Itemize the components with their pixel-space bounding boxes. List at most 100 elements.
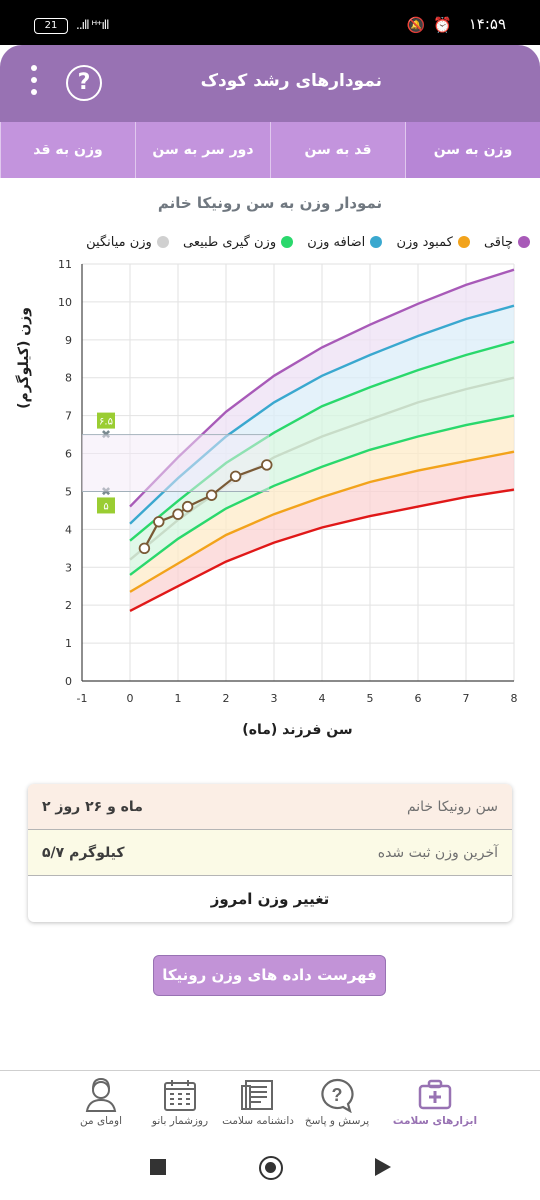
legend-label: وزن گیری طبیعی — [182, 235, 277, 250]
legend-item: وزن گیری طبیعی — [182, 235, 294, 250]
x-tick-label: 0 — [127, 692, 134, 705]
child-weight-point — [205, 489, 218, 501]
legend-item: کمبود وزن — [396, 235, 470, 250]
legend-item: چاقی — [484, 235, 530, 250]
weight-value: ۵/۷ کیلوگرم — [42, 844, 125, 861]
series-line — [129, 414, 515, 576]
legend-label: اضافه وزن — [307, 235, 366, 250]
chart-title: نمودار وزن به سن رونیکا خانم — [157, 194, 383, 212]
band-fill — [130, 377, 514, 575]
nav-label: ابزارهای سلامت — [392, 1115, 478, 1127]
nav-label: پرسش و پاسخ — [304, 1115, 370, 1127]
change-weight-button[interactable]: تغییر وزن امروز — [210, 890, 330, 908]
band-fill — [130, 415, 514, 592]
nav-label: اومای من — [80, 1115, 122, 1127]
notification-icons: 🔕 ⏰ — [407, 16, 452, 34]
svg-text:?: ? — [332, 1085, 343, 1105]
nav-questions[interactable]: ? پرسش و پاسخ — [292, 1077, 382, 1127]
legend-dot — [281, 236, 294, 248]
reference-badge — [97, 497, 115, 514]
y-tick-label: 7 — [65, 410, 72, 423]
tab-weight-for-height[interactable]: وزن به قد — [0, 122, 135, 178]
child-weight-point — [229, 470, 242, 482]
system-navigation — [0, 1140, 540, 1200]
chart-tabs: وزن به قد دور سر به سن قد به سن وزن به س… — [0, 122, 540, 178]
x-tick-label: 3 — [271, 692, 278, 705]
weight-label: آخرین وزن ثبت شده — [377, 844, 498, 861]
overflow-menu-icon[interactable] — [24, 65, 44, 105]
nav-calendar[interactable]: روزشمار بانو — [135, 1077, 225, 1127]
legend-dot — [518, 236, 530, 248]
child-weight-point — [153, 516, 165, 528]
band-fill — [130, 341, 514, 560]
question-bubble-icon: ? — [321, 1078, 354, 1113]
x-tick-label: -1 — [77, 692, 88, 705]
signal-icon: ..ıll ᴴ⁺ıll — [76, 18, 109, 32]
chart-legend: چاقی کمبود وزن اضافه وزن وزن گیری طبیعی … — [10, 235, 530, 255]
y-tick-label: 10 — [58, 296, 72, 309]
band-fill — [130, 305, 514, 541]
reference-range — [82, 434, 270, 492]
page-title: نمودارهای رشد کودک — [200, 71, 382, 91]
tab-weight-for-age[interactable]: وزن به سن — [405, 122, 540, 178]
series-line — [129, 376, 515, 561]
battery-icon: 21 — [34, 18, 68, 34]
x-tick-label: 7 — [463, 692, 470, 705]
nav-label: دانشنامه سلامت — [222, 1115, 294, 1127]
y-tick-label: 1 — [65, 637, 72, 650]
reference-badge — [97, 412, 115, 429]
x-tick-label: 6 — [415, 692, 422, 705]
legend-label: چاقی — [483, 235, 513, 250]
legend-dot — [370, 236, 383, 248]
back-icon[interactable] — [375, 1158, 391, 1176]
x-tick-label: 1 — [175, 692, 182, 705]
x-tick-label: 8 — [511, 692, 518, 705]
reference-badge-label: ۶.۵ — [99, 417, 113, 428]
app-bar: ? نمودارهای رشد کودک — [0, 45, 540, 122]
nav-health-tools[interactable]: ابزارهای سلامت — [390, 1077, 480, 1127]
weight-row: ۵/۷ کیلوگرم آخرین وزن ثبت شده — [28, 830, 512, 876]
user-avatar-icon — [85, 1077, 117, 1112]
first-aid-kit-icon — [418, 1079, 452, 1110]
legend-label: کمبود وزن — [396, 235, 453, 250]
age-row: ۲ ماه و ۲۶ روز سن رونیکا خانم — [28, 784, 512, 830]
child-weight-point — [138, 542, 151, 555]
nav-encyclopedia[interactable]: دانشنامه سلامت — [213, 1077, 303, 1127]
bottom-navigation: ابزارهای سلامت ? پرسش و پاسخ دانشنامه سل… — [0, 1070, 540, 1138]
y-tick-label: 4 — [65, 523, 72, 536]
recent-apps-icon[interactable] — [150, 1159, 166, 1175]
band-fill — [130, 451, 514, 611]
y-tick-label: 3 — [65, 561, 72, 574]
x-tick-label: 5 — [367, 692, 374, 705]
tab-height-for-age[interactable]: قد به سن — [270, 122, 405, 178]
tab-head-for-age[interactable]: دور سر به سن — [135, 122, 270, 178]
series-line — [129, 488, 515, 612]
help-icon[interactable]: ? — [66, 65, 102, 101]
legend-dot — [457, 236, 470, 248]
y-tick-label: 6 — [65, 448, 72, 461]
child-weight-point — [181, 500, 194, 513]
legend-item: اضافه وزن — [307, 235, 383, 250]
series-line — [129, 450, 515, 593]
nav-my-profile[interactable]: اومای من — [56, 1077, 146, 1127]
status-bar: 21 ..ıll ᴴ⁺ıll 🔕 ⏰ ۱۴:۵۹ — [0, 0, 540, 45]
alarm-icon: ⏰ — [433, 16, 452, 34]
mute-icon: 🔕 — [406, 16, 426, 34]
x-tick-label: 2 — [223, 692, 230, 705]
age-value: ۲ ماه و ۲۶ روز — [42, 798, 143, 815]
y-tick-label: 9 — [65, 334, 72, 347]
weight-list-button[interactable]: فهرست داده های وزن رونیکا خانم — [153, 955, 386, 1022]
book-icon — [241, 1080, 273, 1110]
legend-label: وزن میانگین — [86, 235, 152, 250]
y-tick-label: 0 — [65, 675, 72, 688]
y-tick-label: 5 — [65, 485, 72, 498]
nav-label: روزشمار بانو — [151, 1115, 209, 1127]
x-axis-label: سن فرزند (ماه) — [242, 722, 353, 738]
calendar-icon — [164, 1080, 196, 1111]
age-label: سن رونیکا خانم — [406, 798, 498, 815]
home-icon[interactable] — [259, 1156, 283, 1180]
reference-badge-label: ۵ — [103, 501, 108, 512]
legend-dot — [156, 236, 169, 248]
y-tick-label: 8 — [65, 372, 72, 385]
